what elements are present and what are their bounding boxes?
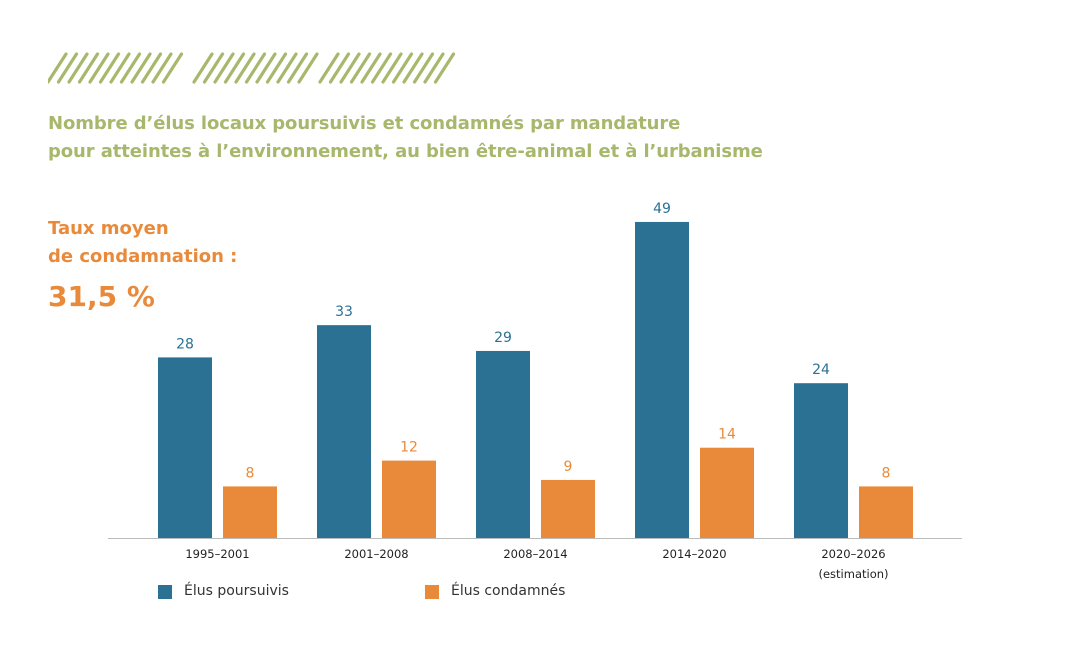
stripe-line — [360, 52, 382, 84]
stripe-line — [244, 52, 267, 84]
data-label-poursuivis-2014-2020: 49 — [653, 201, 671, 217]
chart-title-line-1: Nombre d’élus locaux poursuivis et conda… — [48, 113, 681, 134]
bar-condamnes-1995-2001 — [223, 486, 277, 538]
stripe-line — [109, 52, 131, 84]
data-label-poursuivis-2020-2026: 24 — [812, 362, 830, 378]
legend-label-condamnes: Élus condamnés — [451, 583, 566, 599]
x-tick-label: 2001–2008 — [344, 547, 408, 561]
data-label-condamnes-1995-2001: 8 — [246, 465, 255, 481]
stripe-line — [297, 52, 319, 84]
stripe-line — [234, 52, 256, 84]
x-tick-label: 2020–2026 — [821, 547, 885, 561]
stripe-line — [318, 52, 340, 84]
x-tick-label: 1995–2001 — [185, 547, 249, 561]
x-tick-label: 2008–2014 — [503, 547, 567, 561]
bar-condamnes-2014-2020 — [700, 447, 754, 538]
rate-value: 31,5 % — [48, 280, 155, 313]
data-label-poursuivis-2001-2008: 33 — [335, 304, 353, 320]
data-label-condamnes-2008-2014: 9 — [564, 459, 573, 475]
data-label-poursuivis-1995-2001: 28 — [176, 336, 194, 352]
bar-condamnes-2020-2026 — [859, 486, 913, 538]
bar-poursuivis-1995-2001 — [158, 357, 212, 538]
stripe-line — [402, 52, 424, 84]
data-label-condamnes-2014-2020: 14 — [718, 427, 736, 443]
stripe-line — [140, 52, 163, 84]
stripe-line — [119, 52, 142, 84]
stripe-line — [276, 52, 298, 84]
legend-swatch-condamnes — [425, 585, 439, 599]
stripe-line — [370, 52, 393, 84]
stripe-line — [223, 52, 246, 84]
legend-label-poursuivis: Élus poursuivis — [184, 583, 289, 599]
stripe-line — [286, 52, 309, 84]
stripe-line — [433, 52, 456, 84]
rate-label-line-2: de condamnation : — [48, 246, 238, 267]
stripe-line — [391, 52, 414, 84]
stripe-line — [192, 52, 214, 84]
stripe-line — [67, 52, 89, 84]
stripe-line — [328, 52, 351, 84]
stripe-line — [48, 52, 68, 84]
bar-condamnes-2001-2008 — [382, 460, 436, 538]
bar-poursuivis-2001-2008 — [317, 325, 371, 538]
stripe-line — [423, 52, 445, 84]
stripe-line — [98, 52, 121, 84]
x-tick-note: (estimation) — [818, 567, 888, 581]
stripe-line — [56, 52, 79, 84]
decorative-stripes — [48, 52, 456, 84]
stripe-line — [213, 52, 235, 84]
stripe-line — [349, 52, 372, 84]
data-label-condamnes-2001-2008: 12 — [400, 440, 418, 456]
stripe-line — [381, 52, 403, 84]
stripe-line — [151, 52, 173, 84]
stripe-line — [130, 52, 152, 84]
stripe-line — [161, 52, 184, 84]
stripe-line — [412, 52, 435, 84]
bar-poursuivis-2020-2026 — [794, 383, 848, 538]
bar-poursuivis-2014-2020 — [635, 221, 689, 538]
stripe-line — [77, 52, 100, 84]
bar-condamnes-2008-2014 — [541, 479, 595, 538]
stripe-line — [202, 52, 225, 84]
chart-title-line-2: pour atteintes à l’environnement, au bie… — [48, 141, 763, 162]
data-label-poursuivis-2008-2014: 29 — [494, 330, 512, 346]
legend-swatch-poursuivis — [158, 585, 172, 599]
stripe-line — [88, 52, 110, 84]
rate-label-line-1: Taux moyen — [48, 218, 169, 239]
data-label-condamnes-2020-2026: 8 — [882, 465, 891, 481]
bar-poursuivis-2008-2014 — [476, 350, 530, 538]
stripe-line — [255, 52, 277, 84]
stripe-line — [339, 52, 361, 84]
stripe-line — [265, 52, 288, 84]
x-tick-label: 2014–2020 — [662, 547, 726, 561]
